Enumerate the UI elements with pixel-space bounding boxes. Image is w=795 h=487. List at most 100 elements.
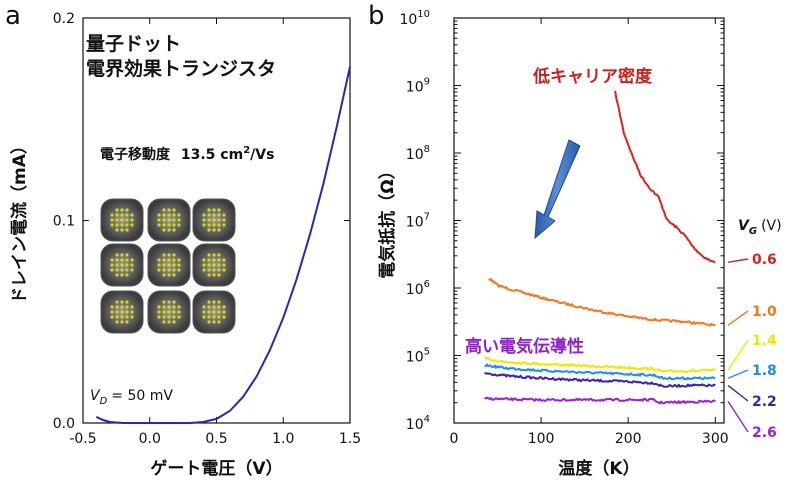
quantum-dot-core-atom	[115, 273, 119, 277]
quantum-dot-core-atom	[177, 223, 181, 227]
quantum-dot-core-atom	[217, 300, 221, 304]
quantum-dot-core-atom	[157, 213, 161, 217]
quantum-dot-core-atom	[172, 223, 176, 227]
quantum-dot-core-atom	[167, 208, 171, 212]
quantum-dot-core-atom	[167, 228, 171, 232]
quantum-dot-core-atom	[157, 258, 161, 262]
quantum-dot-core-atom	[162, 268, 166, 272]
quantum-dot-core-atom	[212, 253, 216, 257]
y-tick-base: 10	[406, 215, 424, 231]
quantum-dot-core-atom	[162, 208, 166, 212]
quantum-dot-core-atom	[157, 268, 161, 272]
quantum-dot-core-atom	[167, 258, 171, 262]
x-tick-label-b: 100	[528, 431, 555, 447]
quantum-dot	[147, 290, 191, 334]
quantum-dot-core-atom	[167, 253, 171, 257]
quantum-dot-core-atom	[207, 273, 211, 277]
quantum-dot-core-atom	[217, 268, 221, 272]
quantum-dot-core-atom	[125, 253, 129, 257]
quantum-dot-core-atom	[125, 273, 129, 277]
quantum-dot-core-atom	[202, 223, 206, 227]
quantum-dot-core-atom	[115, 258, 119, 262]
quantum-dot-core-atom	[162, 253, 166, 257]
quantum-dot-core-atom	[202, 213, 206, 217]
quantum-dot-core-atom	[217, 228, 221, 232]
quantum-dot-core-atom	[177, 218, 181, 222]
quantum-dot-core-atom	[202, 263, 206, 267]
x-axis-label-a: ゲート電圧（V）	[150, 458, 282, 479]
vg-legend: 0.6 1.0 1.4 1.8 2.2 2.6	[727, 252, 777, 441]
quantum-dot-core-atom	[212, 263, 216, 267]
quantum-dot-core-atom	[120, 273, 124, 277]
vg-legend-label: 2.6	[752, 425, 777, 441]
quantum-dot-core-atom	[212, 258, 216, 262]
high-conductivity-annotation: 高い電気伝導性	[465, 336, 584, 357]
quantum-dot-core-atom	[217, 305, 221, 309]
quantum-dot-core-atom	[125, 258, 129, 262]
quantum-dot-core-atom	[172, 305, 176, 309]
vg-legend-title: VG (V)	[738, 218, 782, 237]
quantum-dot-core-atom	[222, 263, 226, 267]
quantum-dot-core-atom	[202, 218, 206, 222]
quantum-dot-core-atom	[177, 263, 181, 267]
quantum-dot-core-atom	[115, 310, 119, 314]
quantum-dot-core-atom	[157, 223, 161, 227]
quantum-dot-core-atom	[120, 263, 124, 267]
low-carrier-annotation: 低キャリア密度	[532, 66, 653, 87]
quantum-dot-core-atom	[172, 253, 176, 257]
quantum-dot-core-atom	[217, 258, 221, 262]
x-tick-label-a: 1.0	[272, 431, 294, 447]
y-tick-label-b: 108	[406, 144, 430, 163]
quantum-dot-core-atom	[177, 315, 181, 319]
x-tick-label-b: 0	[450, 431, 459, 447]
quantum-dot-core-atom	[162, 305, 166, 309]
quantum-dot-core-atom	[162, 320, 166, 324]
quantum-dot-core-atom	[222, 213, 226, 217]
quantum-dot-core-atom	[207, 223, 211, 227]
quantum-dot-core-atom	[217, 223, 221, 227]
quantum-dot-core-atom	[177, 213, 181, 217]
quantum-dot-core-atom	[125, 263, 129, 267]
quantum-dot-core-atom	[167, 273, 171, 277]
quantum-dot-core-atom	[222, 268, 226, 272]
quantum-dot-core-atom	[130, 268, 134, 272]
quantum-dot	[147, 198, 191, 242]
resistance-line-2-2	[484, 371, 716, 388]
quantum-dot-core-atom	[202, 315, 206, 319]
quantum-dot-core-atom	[212, 223, 216, 227]
quantum-dot-core-atom	[167, 218, 171, 222]
quantum-dot-core-atom	[172, 315, 176, 319]
quantum-dot-core-atom	[130, 218, 134, 222]
qd-fet-title-line2: 電界効果トランジスタ	[86, 57, 276, 80]
quantum-dot-core-atom	[120, 228, 124, 232]
y-tick-base: 10	[399, 12, 417, 28]
vd-label: VD = 50 mV	[90, 388, 173, 407]
quantum-dot-core-atom	[130, 223, 134, 227]
quantum-dot-core-atom	[222, 223, 226, 227]
quantum-dot-core-atom	[115, 213, 119, 217]
vg-unit: (V)	[761, 218, 782, 234]
quantum-dot-core-atom	[157, 315, 161, 319]
mobility-label: 電子移動度 13.5 cm2/Vs	[100, 145, 274, 163]
quantum-dot-core-atom	[207, 253, 211, 257]
quantum-dot-core-atom	[177, 305, 181, 309]
y-tick-exp: 7	[424, 212, 430, 223]
vg-legend-connector	[727, 400, 749, 433]
quantum-dot-core-atom	[207, 228, 211, 232]
y-tick-base: 10	[406, 80, 424, 96]
y-tick-label-b: 104	[406, 414, 430, 433]
vg-legend-connector	[727, 339, 749, 371]
y-tick-exp: 6	[424, 279, 430, 290]
quantum-dot-core-atom	[157, 218, 161, 222]
quantum-dot-core-atom	[110, 218, 114, 222]
panel-a-label: a	[5, 1, 21, 31]
drain-current-line	[95, 66, 351, 424]
quantum-dot-core-atom	[162, 310, 166, 314]
y-axis-label-b: 電気抵抗（Ω）	[377, 162, 398, 278]
quantum-dot-core-atom	[212, 300, 216, 304]
mobility-value: 13.5 cm	[181, 147, 243, 163]
quantum-dot-core-atom	[157, 310, 161, 314]
vg-legend-label: 1.4	[752, 333, 777, 349]
quantum-dot-core-atom	[167, 315, 171, 319]
quantum-dot-core-atom	[172, 263, 176, 267]
